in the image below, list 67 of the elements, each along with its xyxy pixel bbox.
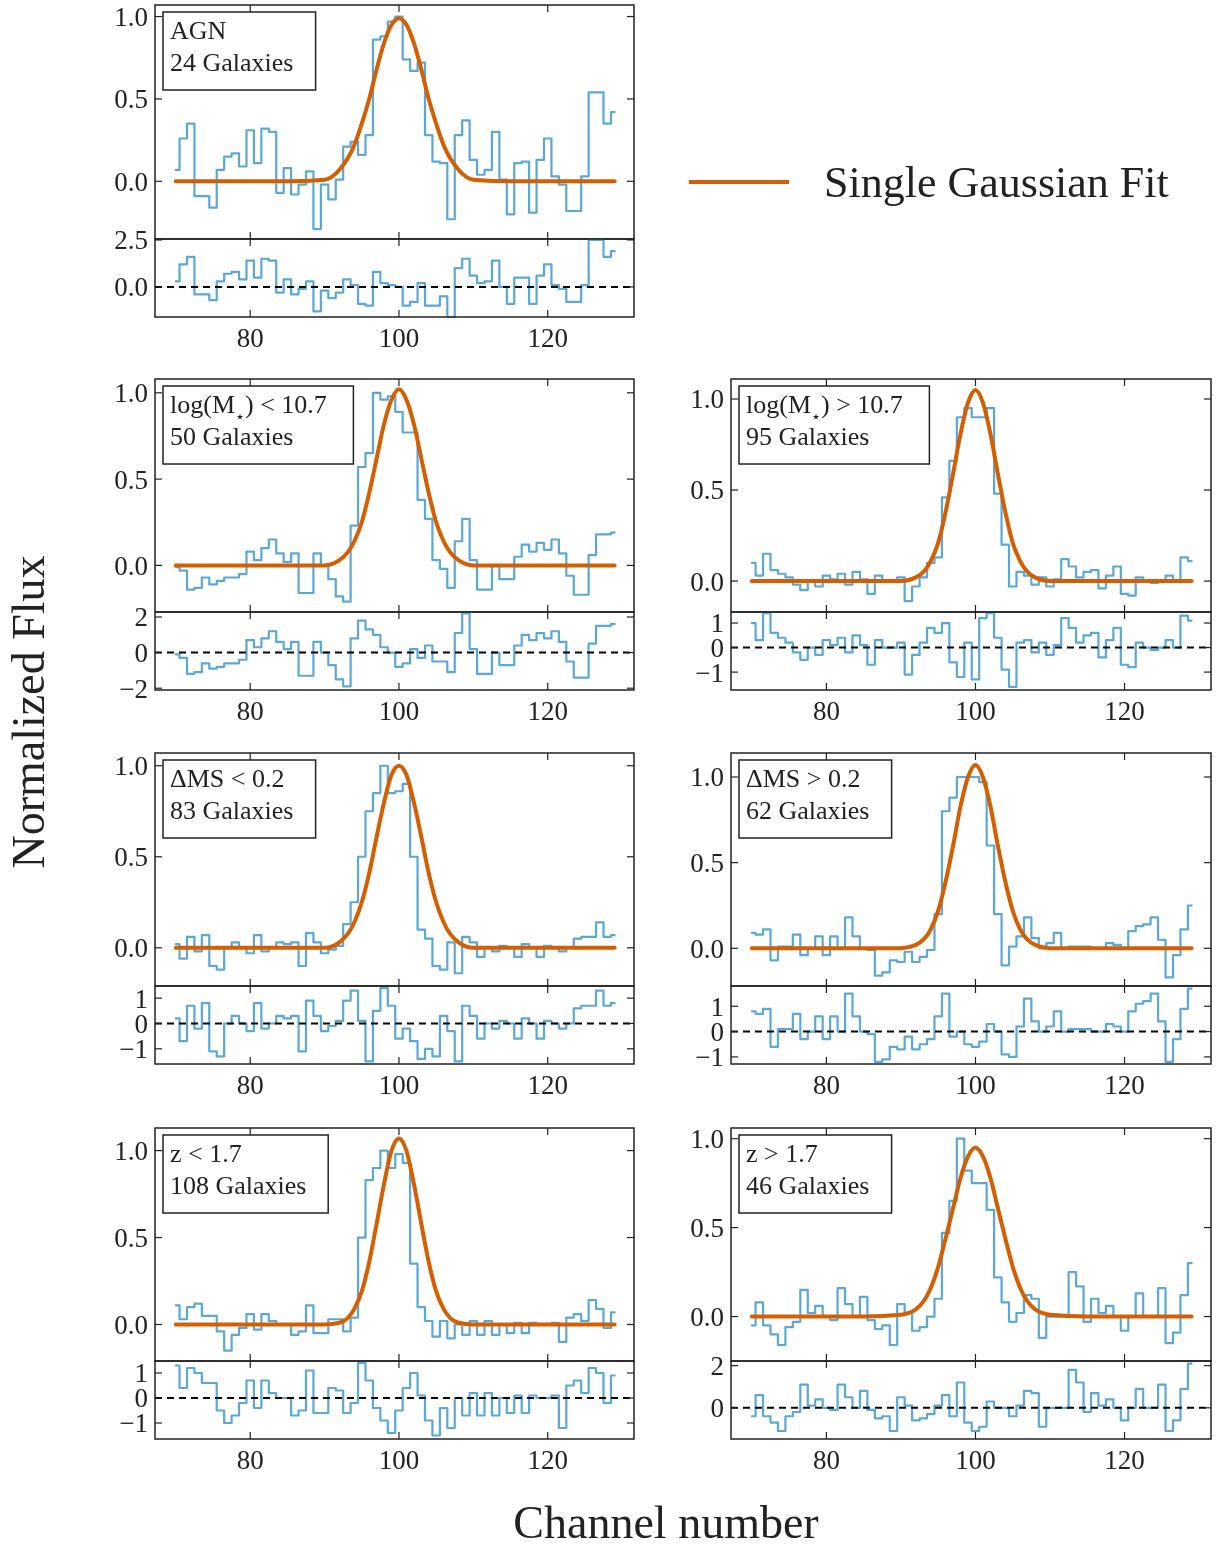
y-tick-label: 0.5 (114, 1222, 148, 1253)
x-tick-label: 120 (1104, 1070, 1145, 1100)
annotation: 108 Galaxies (170, 1171, 307, 1200)
x-tick-label: 80 (236, 696, 264, 726)
x-tick-label: 120 (1104, 696, 1145, 726)
y-tick-label: 0.5 (114, 464, 148, 495)
annotation: log(M$_{⋆}$) < 10.7 (170, 390, 327, 425)
annotation: z < 1.7 (170, 1139, 242, 1168)
y-axis-title: Normalized Flux (3, 555, 54, 869)
x-tick-label: 80 (812, 1070, 840, 1100)
y-tick-label: 1.0 (114, 1, 148, 32)
y-tick-label: 0.5 (114, 842, 148, 873)
annotation: 83 Galaxies (170, 796, 294, 825)
x-tick-label: 100 (378, 323, 420, 353)
y-tick-label: 1.0 (690, 384, 724, 415)
y-tick-label: 0.0 (690, 933, 724, 964)
y-tick-label: 2 (710, 1351, 724, 1382)
y-tick-label: 1.0 (114, 1136, 148, 1167)
x-tick-label: 80 (236, 1445, 264, 1475)
y-tick-label: 0.0 (114, 272, 148, 303)
y-tick-label: 0.5 (114, 84, 148, 115)
y-tick-label: 0.0 (114, 933, 148, 964)
y-tick-label: 0.5 (690, 475, 724, 506)
annotation: 62 Galaxies (746, 796, 870, 825)
line-series (749, 762, 1194, 951)
annotation: 46 Galaxies (746, 1171, 870, 1200)
x-tick-label: 100 (955, 1070, 996, 1100)
y-tick-label: 0.0 (690, 1301, 724, 1332)
x-tick-label: 120 (527, 1445, 568, 1475)
y-tick-label: 1.0 (690, 1124, 724, 1155)
y-tick-label: −2 (119, 673, 148, 704)
x-tick-label: 120 (527, 1070, 568, 1100)
x-tick-label: 80 (236, 323, 264, 353)
y-tick-label: 0.5 (690, 848, 724, 879)
y-tick-label: 1.0 (690, 762, 724, 793)
annotation: ΔMS < 0.2 (170, 764, 285, 793)
annotation: ΔMS > 0.2 (746, 764, 861, 793)
y-tick-label: 0.0 (114, 1309, 148, 1340)
x-tick-label: 100 (378, 1445, 420, 1475)
y-tick-label: 0.0 (690, 566, 724, 597)
x-tick-label: 120 (527, 323, 568, 353)
x-tick-label: 100 (955, 1445, 996, 1475)
annotation: 50 Galaxies (170, 422, 294, 451)
y-tick-label: 2.5 (114, 225, 148, 256)
annotation: log(M$_{⋆}$) > 10.7 (746, 390, 903, 425)
y-tick-label: 2 (134, 602, 148, 633)
y-tick-label: 0.0 (114, 166, 148, 197)
x-tick-label: 80 (812, 696, 840, 726)
x-tick-label: 80 (236, 1070, 264, 1100)
y-tick-label: 0.0 (114, 550, 148, 581)
annotation: 24 Galaxies (170, 48, 294, 77)
y-tick-label: 0.5 (690, 1213, 724, 1244)
y-tick-label: 0 (134, 638, 148, 669)
x-axis-title: Channel number (513, 1497, 819, 1545)
x-tick-label: 120 (527, 696, 568, 726)
x-tick-label: 120 (1104, 1445, 1145, 1475)
annotation: AGN (170, 16, 227, 45)
legend-label: Single Gaussian Fit (824, 158, 1169, 208)
y-tick-label: 1.0 (114, 378, 148, 409)
annotation: 95 Galaxies (746, 422, 870, 451)
y-tick-label: 1.0 (114, 751, 148, 782)
x-tick-label: 100 (955, 696, 996, 726)
annotation: z > 1.7 (746, 1139, 818, 1168)
x-tick-label: 100 (378, 1070, 420, 1100)
x-tick-label: 80 (812, 1445, 840, 1475)
x-tick-label: 100 (378, 696, 420, 726)
y-tick-label: 0 (710, 1393, 724, 1424)
